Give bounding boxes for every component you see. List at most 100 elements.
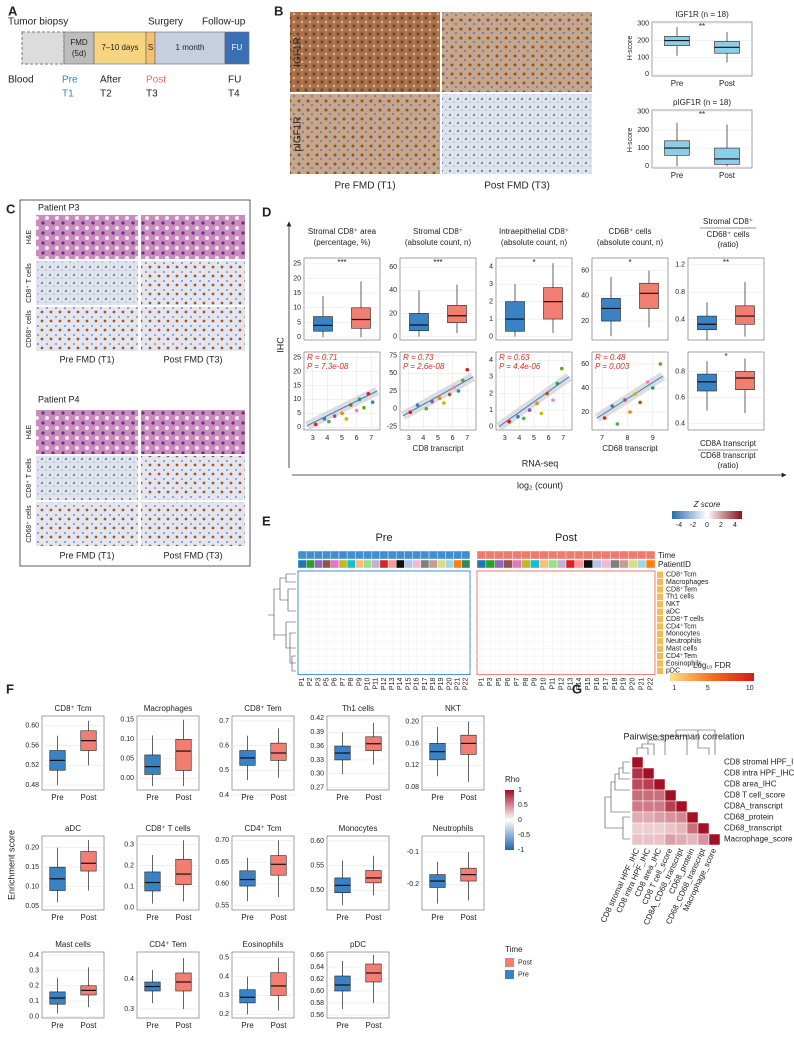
patient-cell [437, 559, 446, 569]
significance: * [628, 258, 631, 267]
time-cell [379, 550, 389, 560]
y-tick-label: 1 [489, 407, 493, 414]
y-tick-label: 0.16 [405, 740, 419, 747]
x-tick-label: 9 [651, 435, 655, 442]
y-tick-label: 0 [393, 333, 397, 340]
x-tick-label: Pre [671, 171, 684, 180]
y-tick-label: 10 [293, 396, 301, 403]
point [638, 400, 642, 405]
patient-cell [583, 559, 593, 569]
y-tick-label: 0.0 [29, 1013, 39, 1020]
axis-title: (ratio) [718, 461, 739, 470]
x-tick-label: Post [80, 1021, 97, 1030]
col-label: P1 [299, 677, 306, 686]
box [505, 301, 525, 332]
legend-bar [505, 790, 514, 850]
micrograph [141, 307, 245, 351]
y-tick-label: 20 [581, 318, 589, 325]
heat-cell [664, 811, 677, 824]
time-cell [363, 550, 372, 560]
point [370, 400, 375, 404]
patient-cell [420, 559, 430, 569]
y-tick-label: 0.4 [219, 792, 229, 799]
group-label: Pre [375, 532, 392, 544]
point [327, 419, 331, 424]
patient-cell [645, 559, 656, 569]
point [651, 386, 655, 390]
col-label: P19 [438, 678, 445, 691]
box [601, 298, 621, 322]
y-tick-label: 100 [637, 145, 649, 152]
x-tick-label: 6 [451, 435, 455, 442]
row-marker [657, 645, 663, 652]
timepoint-label: T2 [100, 89, 112, 100]
chart-title: pIGF1R (n = 18) [673, 98, 731, 107]
legend-tick: 2 [719, 522, 723, 529]
time-cell [485, 550, 495, 560]
y-tick-label: 0.62 [310, 976, 324, 983]
point [332, 414, 337, 418]
col-label: P13 [389, 678, 396, 691]
y-tick-label: 100 [637, 54, 649, 61]
time-cell [314, 550, 323, 560]
patient-cell [322, 559, 331, 569]
chart-title: (absolute count, n) [501, 238, 568, 247]
y-tick-label: 0.3 [29, 967, 39, 974]
y-tick-label: 25 [389, 388, 397, 395]
micrograph [290, 94, 440, 174]
col-label: Pre FMD (T1) [60, 550, 115, 560]
box [175, 739, 192, 771]
col-label: Post FMD (T3) [163, 550, 222, 560]
heat-cell [631, 822, 644, 835]
legend-tick: 5 [706, 685, 710, 692]
time-cell [330, 550, 340, 560]
y-tick-label: 0.1 [29, 998, 39, 1005]
box-label: FU [232, 43, 243, 52]
y-tick-label: 0.64 [310, 964, 324, 971]
row-label: Macrophages [666, 579, 709, 586]
row-marker [657, 638, 663, 645]
micrograph [141, 261, 245, 305]
row-label: Mast cells [666, 646, 698, 653]
row-label: CD8 area_IHC [724, 780, 777, 789]
box-label: 1 month [176, 43, 205, 52]
patient-cell [379, 559, 389, 569]
biopsy-box [21, 31, 65, 65]
x-tick-label: Post [460, 913, 477, 922]
legend-tick: -4 [676, 522, 682, 529]
col-label: P9 [532, 677, 539, 686]
annotation: P = 2.6e-08 [403, 362, 445, 371]
y-tick-label: 0.2 [124, 862, 134, 869]
x-tick-label: 5 [532, 435, 536, 442]
patient-cell [314, 559, 323, 569]
axis-title: H-score [627, 36, 634, 61]
y-tick-label: 0.00 [120, 775, 134, 782]
significance: *** [337, 258, 346, 267]
row-label: CD8⁺Tem [666, 586, 697, 593]
y-tick-label: 3 [489, 374, 493, 381]
patient-cell [548, 559, 558, 569]
significance: * [724, 352, 727, 361]
x-tick-label: Post [365, 1021, 382, 1030]
col-label: P6 [332, 677, 339, 686]
col-label: P3 [487, 677, 494, 686]
axis-title: H-score [627, 128, 634, 153]
row-label: H&E [26, 229, 33, 244]
box [351, 307, 371, 329]
y-tick-label: 0.4 [29, 952, 39, 959]
panel-label: B [274, 3, 283, 18]
row-label: Macrophage_score [724, 835, 793, 844]
x-tick-label: Post [270, 1021, 287, 1030]
y-tick-label: 4 [489, 357, 493, 364]
col-label: P15 [405, 678, 412, 691]
patient-cell [338, 559, 348, 569]
y-tick-label: 0.39 [310, 729, 324, 736]
x-tick-label: 5 [340, 435, 344, 442]
x-tick-label: Pre [146, 913, 159, 922]
box [543, 287, 563, 320]
x-tick-label: 6 [355, 435, 359, 442]
row-marker [657, 667, 663, 675]
point [559, 366, 564, 371]
col-label: P18 [430, 678, 437, 691]
point [623, 398, 627, 402]
